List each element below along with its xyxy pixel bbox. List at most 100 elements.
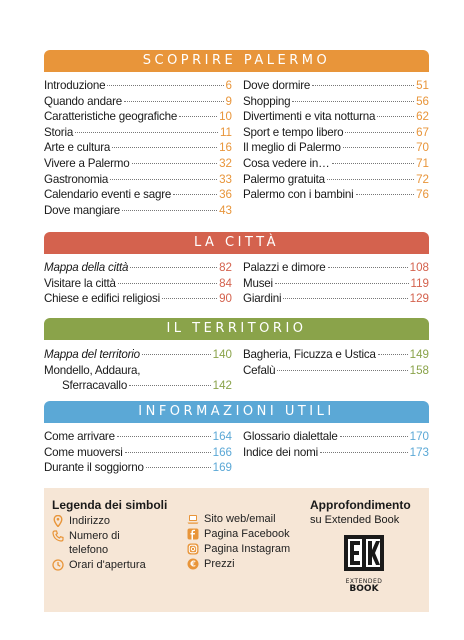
toc-entry[interactable]: Dove dormire 51 xyxy=(243,78,429,94)
toc-entry[interactable]: Sport e tempo libero 67 xyxy=(243,125,429,141)
toc-entry[interactable]: Dove mangiare 43 xyxy=(44,203,232,219)
toc-entry-label: Shopping xyxy=(243,94,291,108)
toc-entry[interactable]: Palermo gratuita 72 xyxy=(243,172,429,188)
toc-entry-label: Indice dei nomi xyxy=(243,445,318,459)
toc-entry-page: 173 xyxy=(409,445,429,459)
toc-entry[interactable]: Cosa vedere in… 71 xyxy=(243,156,429,172)
leader-dots xyxy=(342,140,415,149)
toc-entry-label: Vivere a Palermo xyxy=(44,156,130,170)
laptop-icon xyxy=(187,515,199,524)
toc-entry[interactable]: Gastronomia 33 xyxy=(44,172,232,188)
toc-entry[interactable]: Cefalù 158 xyxy=(243,363,429,379)
toc-entry-label: Musei xyxy=(243,276,273,290)
leader-dots xyxy=(274,276,409,284)
toc-entry[interactable]: Mappa della città 82 xyxy=(44,260,232,276)
toc-entry-page: 70 xyxy=(416,141,429,155)
toc-entry-page: 119 xyxy=(410,276,429,290)
legend-item-label: Pagina Instagram xyxy=(204,543,291,555)
legend-item-label: Orari d'apertura xyxy=(69,559,146,571)
instagram-icon xyxy=(187,543,199,555)
toc-entry-page: 16 xyxy=(219,141,232,155)
toc-entry[interactable]: Calendario eventi e sagre 36 xyxy=(44,187,232,203)
toc-column-info-right: Glossario dialettale 170 Indice dei nomi 1… xyxy=(243,429,429,460)
toc-entry-label: Mappa della città xyxy=(44,261,129,274)
leader-dots xyxy=(283,291,408,300)
location-pin-icon xyxy=(53,515,63,527)
toc-entry-label: Glossario dialettale xyxy=(243,430,338,443)
leader-dots xyxy=(319,445,408,453)
toc-entry[interactable]: Mappa del territorio 140 xyxy=(44,347,232,363)
toc-entry[interactable]: Mondello, Addaura, xyxy=(44,363,232,379)
legend-item-label: Pagina Facebook xyxy=(204,528,290,540)
section-header-il-territorio: IL TERRITORIO xyxy=(44,318,429,340)
leader-dots xyxy=(122,203,218,211)
toc-entry-label: Cosa vedere in… xyxy=(243,156,330,170)
toc-entry-label: Bagheria, Ficuzza e Ustica xyxy=(243,348,376,361)
toc-entry[interactable]: Divertimenti e vita notturna 62 xyxy=(243,109,429,125)
legend-item-website: Sito web/email xyxy=(187,512,276,526)
toc-entry[interactable]: Durante il soggiorno 169 xyxy=(44,460,232,476)
toc-entry[interactable]: Caratteristiche geografiche 10 xyxy=(44,109,232,125)
toc-entry-label: Calendario eventi e sagre xyxy=(44,188,172,202)
svg-text:€: € xyxy=(189,560,196,569)
leader-dots xyxy=(145,460,211,469)
leader-dots xyxy=(377,347,408,355)
approfondimento-subtitle: su Extended Book xyxy=(310,514,400,526)
toc-entry-page: 90 xyxy=(219,292,232,306)
toc-entry-label: Sferracavallo xyxy=(62,379,128,393)
toc-column-territorio-right: Bagheria, Ficuzza e Ustica 149 Cefalù 158 xyxy=(243,347,429,378)
toc-entry-page: 11 xyxy=(219,125,232,139)
leader-dots xyxy=(326,172,415,180)
extended-book-logo-text-bottom: BOOK xyxy=(349,584,379,594)
toc-entry[interactable]: Arte e cultura 16 xyxy=(44,140,232,156)
leader-dots xyxy=(110,172,218,180)
toc-entry[interactable]: Quando andare 9 xyxy=(44,94,232,110)
toc-entry[interactable]: Vivere a Palermo 32 xyxy=(44,156,232,172)
toc-entry-label: Palermo gratuita xyxy=(243,172,325,186)
toc-entry-page: 6 xyxy=(225,79,232,92)
legend-box: Legenda dei simboli Indirizzo Numero di … xyxy=(44,488,429,612)
legend-item-label: Indirizzo xyxy=(69,515,110,527)
toc-entry-page: 51 xyxy=(416,79,429,92)
leader-dots xyxy=(292,94,415,102)
leader-dots xyxy=(355,187,415,196)
toc-entry-page: 169 xyxy=(212,461,232,475)
toc-entry-page: 170 xyxy=(409,430,429,443)
toc-entry[interactable]: Il meglio di Palermo 70 xyxy=(243,140,429,156)
phone-icon xyxy=(52,530,64,542)
toc-entry[interactable]: Musei 119 xyxy=(243,276,429,292)
leader-dots xyxy=(345,125,415,133)
toc-entry-page: 76 xyxy=(416,188,429,202)
legend-item-label: Numero di telefono xyxy=(69,530,120,556)
toc-entry-label: Come muoversi xyxy=(44,445,123,459)
toc-entry-label: Arte e cultura xyxy=(44,141,111,155)
toc-entry[interactable]: Indice dei nomi 173 xyxy=(243,445,429,461)
toc-entry[interactable]: Sferracavallo 142 xyxy=(44,378,232,394)
toc-entry-label: Dove dormire xyxy=(243,79,311,92)
toc-entry[interactable]: Palermo con i bambini 76 xyxy=(243,187,429,203)
toc-entry[interactable]: Glossario dialettale 170 xyxy=(243,429,429,445)
toc-entry-label: Il meglio di Palermo xyxy=(243,141,341,155)
toc-entry-label: Palermo con i bambini xyxy=(243,188,354,202)
toc-entry-label: Palazzi e dimore xyxy=(243,261,326,274)
toc-entry[interactable]: Storia 11 xyxy=(44,125,232,141)
toc-entry[interactable]: Bagheria, Ficuzza e Ustica 149 xyxy=(243,347,429,363)
toc-entry[interactable]: Chiese e edifici religiosi 90 xyxy=(44,291,232,307)
toc-entry-page: 10 xyxy=(219,110,232,124)
toc-entry[interactable]: Come arrivare 164 xyxy=(44,429,232,445)
toc-entry-page: 149 xyxy=(409,348,429,361)
toc-entry[interactable]: Visitare la città 84 xyxy=(44,276,232,292)
toc-entry-label: Storia xyxy=(44,125,74,139)
toc-entry-label: Chiese e edifici religiosi xyxy=(44,292,160,306)
toc-entry[interactable]: Introduzione 6 xyxy=(44,78,232,94)
toc-entry[interactable]: Shopping 56 xyxy=(243,94,429,110)
toc-column-info-left: Come arrivare 164 Come muoversi 166 Durant… xyxy=(44,429,232,476)
leader-dots xyxy=(327,260,408,268)
toc-entry[interactable]: Giardini 129 xyxy=(243,291,429,307)
toc-entry[interactable]: Palazzi e dimore 108 xyxy=(243,260,429,276)
toc-entry-page: 43 xyxy=(219,203,232,217)
leader-dots xyxy=(107,78,224,86)
leader-dots xyxy=(131,156,218,164)
toc-entry[interactable]: Come muoversi 166 xyxy=(44,445,232,461)
section-header-scoprire-palermo: SCOPRIRE PALERMO xyxy=(44,50,429,72)
